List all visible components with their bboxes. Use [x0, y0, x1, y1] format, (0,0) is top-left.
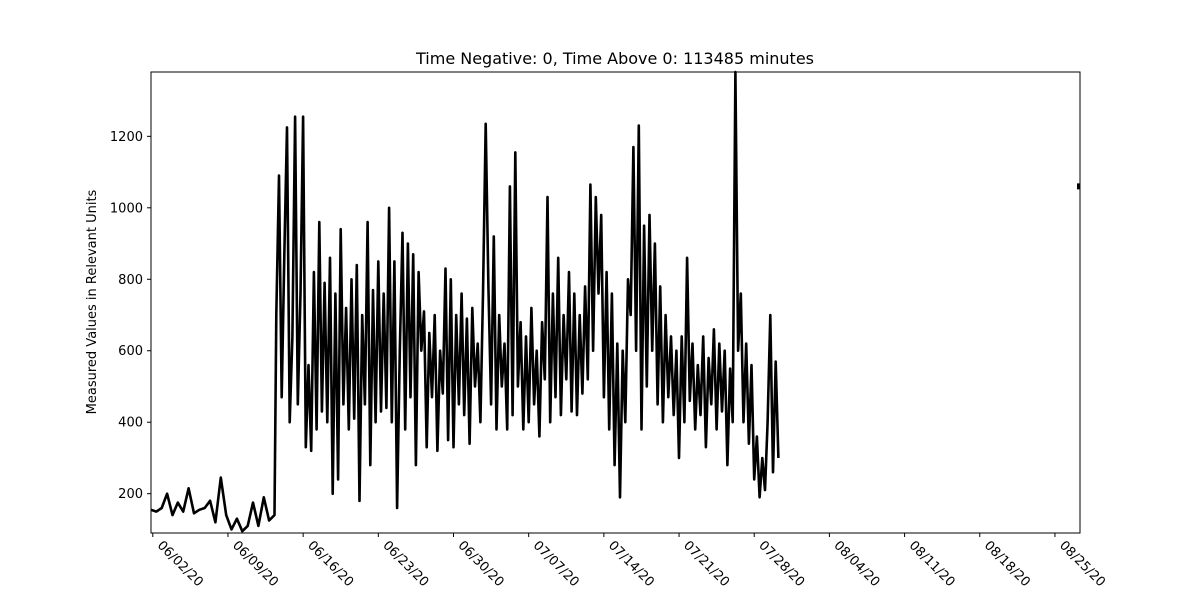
series-layer	[150, 70, 1080, 533]
x-tick-label: 07/28/20	[755, 538, 807, 590]
x-tick-label: 07/14/20	[605, 538, 657, 590]
x-axis-ticks: 06/02/20 06/09/20 06/16/20 06/23/20 06/30/20…	[152, 533, 1108, 590]
x-tick-label: 07/21/20	[680, 538, 732, 590]
y-tick-label: 400	[118, 416, 143, 431]
x-tick-label: 06/30/20	[455, 538, 507, 590]
x-tick-label: 06/23/20	[379, 538, 431, 590]
x-tick-label: 08/25/20	[1056, 538, 1108, 590]
y-tick-label: 800	[118, 273, 143, 288]
x-tick-label: 08/18/20	[981, 538, 1033, 590]
x-tick-label: 06/02/20	[154, 538, 206, 590]
y-tick-label: 200	[118, 487, 143, 502]
y-tick-label: 1000	[110, 201, 143, 216]
series-0-line	[150, 70, 780, 533]
x-tick-label: 06/16/20	[304, 538, 356, 590]
y-tick-label: 600	[118, 344, 143, 359]
y-axis-ticks: 200 400 600 800 1000 1200	[110, 130, 151, 502]
series-1-point	[1077, 183, 1080, 190]
x-tick-label: 08/04/20	[831, 538, 883, 590]
chart-title: Time Negative: 0, Time Above 0: 113485 m…	[415, 49, 814, 68]
plot-frame	[150, 71, 1081, 534]
y-tick-label: 1200	[110, 130, 143, 145]
y-axis-label: Measured Values in Relevant Units	[85, 189, 100, 414]
x-tick-label: 08/11/20	[906, 538, 958, 590]
x-tick-label: 07/07/20	[530, 538, 582, 590]
x-tick-label: 06/09/20	[229, 538, 281, 590]
